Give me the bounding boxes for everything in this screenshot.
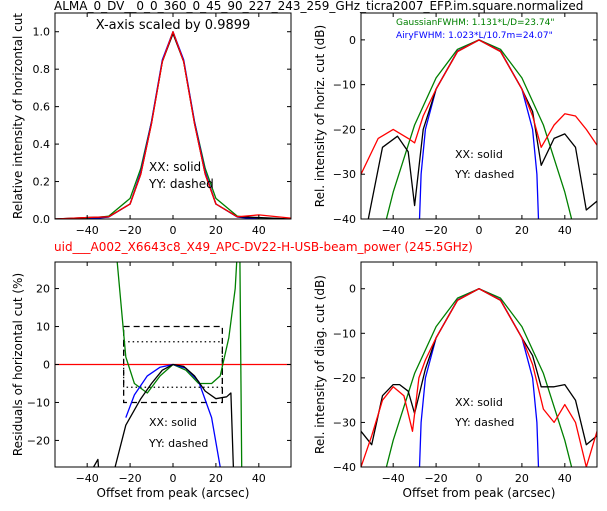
x-tick-label: −40 bbox=[382, 472, 405, 485]
y-axis-label: Rel. intensity of horiz. cut (dB) bbox=[313, 25, 327, 207]
y-tick-label: 0 bbox=[349, 34, 356, 47]
series-line-4 bbox=[92, 363, 235, 467]
y-tick-label: −20 bbox=[27, 434, 50, 447]
x-tick-label: −20 bbox=[424, 472, 447, 485]
series-line-2 bbox=[116, 262, 243, 467]
chart-annotation: X-axis scaled by 0.9899 bbox=[96, 18, 251, 33]
x-tick-label: 40 bbox=[252, 472, 266, 485]
y-tick-label: −40 bbox=[333, 461, 356, 474]
y-tick-label: 0.4 bbox=[33, 138, 51, 151]
y-axis-label: Rel. intensity of diag. cut (dB) bbox=[313, 275, 327, 454]
chart-panel-2: −40 −20 0 20 40 −40 −30 −20 −10 0 Rel. intensity o… bbox=[313, 12, 598, 237]
y-tick-label: 20 bbox=[36, 283, 50, 296]
chart-annotation: YY: dashed bbox=[454, 416, 514, 429]
series-line-3 bbox=[367, 39, 597, 219]
y-tick-label: −40 bbox=[333, 213, 356, 226]
y-tick-label: −30 bbox=[333, 416, 356, 429]
x-tick-label: −20 bbox=[424, 224, 447, 237]
x-tick-label: 20 bbox=[209, 472, 223, 485]
series-line-4 bbox=[55, 31, 291, 219]
x-tick-label: 0 bbox=[476, 224, 483, 237]
chart-annotation: AiryFWHM: 1.023*L/10.7m=24.07" bbox=[396, 31, 553, 41]
y-tick-label: 1.0 bbox=[33, 26, 51, 39]
y-tick-label: −10 bbox=[333, 327, 356, 340]
y-tick-label: 0.0 bbox=[33, 213, 51, 226]
x-axis-label: Offset from peak (arcsec) bbox=[403, 486, 556, 500]
x-tick-label: 0 bbox=[170, 224, 177, 237]
y-tick-label: −20 bbox=[333, 372, 356, 385]
axes-frame bbox=[360, 12, 598, 220]
chart-annotation: XX: solid bbox=[149, 160, 201, 174]
y-tick-label: −10 bbox=[27, 396, 50, 409]
chart-annotation: YY: dashed bbox=[148, 177, 214, 191]
y-tick-label: 0 bbox=[43, 359, 50, 372]
y-tick-label: 0.8 bbox=[33, 63, 51, 76]
chart-annotation: XX: solid bbox=[455, 396, 503, 409]
x-tick-label: 40 bbox=[558, 472, 572, 485]
x-tick-label: 40 bbox=[252, 224, 266, 237]
figure-title: ALMA_0_DV__0_0_360_0_45_90_227_243_259_G… bbox=[54, 0, 583, 13]
chart-annotation: GaussianFWHM: 1.131*L/D=23.74" bbox=[396, 18, 554, 28]
chart-annotation: XX: solid bbox=[149, 416, 197, 429]
chart-annotation: XX: solid bbox=[455, 148, 503, 161]
chart-annotation: YY: dashed bbox=[148, 437, 208, 450]
x-tick-label: −40 bbox=[76, 224, 99, 237]
x-tick-label: 20 bbox=[515, 472, 529, 485]
y-axis-label: Relative intensity of horizontal cut bbox=[11, 13, 25, 219]
x-tick-label: −40 bbox=[382, 224, 405, 237]
y-tick-label: 0.2 bbox=[33, 176, 51, 189]
y-tick-label: 0.6 bbox=[33, 101, 51, 114]
y-axis-label: Residuals of horizontal cut (%) bbox=[11, 273, 25, 456]
series-line-2 bbox=[418, 288, 540, 467]
x-tick-label: −20 bbox=[118, 472, 141, 485]
chart-panel-4: −40 −20 0 20 40 −40 −30 −20 −10 0 Rel. intensity o… bbox=[313, 261, 598, 500]
x-tick-label: −20 bbox=[118, 224, 141, 237]
series-line-2 bbox=[418, 39, 540, 219]
y-tick-label: −20 bbox=[333, 123, 356, 136]
chart-panel-3: −40 −20 0 20 40 −20 −10 0 10 20 Residuals of horiz… bbox=[11, 261, 292, 500]
x-axis-label: Offset from peak (arcsec) bbox=[97, 486, 250, 500]
series-line-3 bbox=[55, 32, 291, 219]
x-tick-label: 20 bbox=[515, 224, 529, 237]
x-tick-label: 0 bbox=[476, 472, 483, 485]
chart-panel-1: −40 −20 0 20 40 0.0 0.2 0.4 0.6 0.8 1.0 Relative in… bbox=[11, 12, 292, 237]
series-line-4 bbox=[361, 288, 597, 467]
series-line-4 bbox=[361, 39, 597, 175]
figure-subtitle: uid___A002_X6643c8_X49_APC-DV22-H-USB-be… bbox=[54, 240, 473, 254]
y-tick-label: −30 bbox=[333, 168, 356, 181]
x-tick-label: 20 bbox=[209, 224, 223, 237]
x-tick-label: 0 bbox=[170, 472, 177, 485]
y-tick-label: 0 bbox=[349, 283, 356, 296]
y-tick-label: −10 bbox=[333, 79, 356, 92]
x-tick-label: 40 bbox=[558, 224, 572, 237]
y-tick-label: 10 bbox=[36, 321, 50, 334]
axes-frame bbox=[360, 261, 598, 468]
x-tick-label: −40 bbox=[76, 472, 99, 485]
chart-annotation: YY: dashed bbox=[454, 168, 514, 181]
